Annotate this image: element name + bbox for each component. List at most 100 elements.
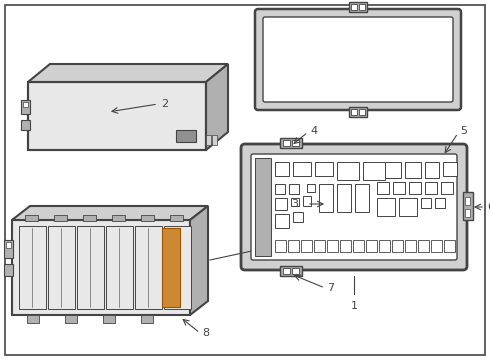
Bar [162,228,180,307]
Bar [465,209,470,217]
Bar [431,240,442,252]
Bar [337,184,351,212]
Bar [385,162,401,178]
Bar [377,198,395,216]
Bar [283,140,290,146]
Bar [135,226,162,309]
Bar [314,240,325,252]
Bar [409,182,421,194]
Bar [405,240,416,252]
Text: 1: 1 [350,301,358,311]
Bar [293,212,303,222]
Bar [103,315,115,323]
Text: 5: 5 [460,126,467,136]
Bar [405,162,421,178]
Bar [141,315,153,323]
Text: 4: 4 [310,126,317,136]
Bar [23,102,28,107]
Bar [392,240,403,252]
Bar [283,268,290,274]
Polygon shape [12,206,208,220]
Text: 6: 6 [487,202,490,212]
Text: 7: 7 [327,283,334,293]
Bar [292,268,299,274]
Bar [340,240,351,252]
Bar [353,240,364,252]
Bar [418,240,429,252]
Bar [349,2,367,12]
Bar [425,182,437,194]
Bar [463,192,473,220]
Bar [176,130,196,142]
Bar [327,240,338,252]
FancyBboxPatch shape [251,154,457,260]
Bar [275,214,289,228]
Bar [359,4,365,10]
Bar [351,109,357,115]
Polygon shape [12,220,190,315]
Bar [435,198,445,208]
Bar [106,226,133,309]
Polygon shape [206,64,228,150]
Text: 3: 3 [292,199,298,209]
Bar [83,215,96,221]
FancyBboxPatch shape [241,144,467,270]
Text: 2: 2 [161,99,168,109]
Bar [275,162,289,176]
Bar [275,184,285,194]
Bar [289,184,299,194]
Text: 8: 8 [202,328,209,338]
Bar [425,162,439,178]
Bar [206,135,211,145]
Bar [275,198,287,210]
Polygon shape [28,82,206,150]
Bar [359,109,365,115]
Bar [6,242,11,248]
Bar [291,198,299,206]
Bar [349,107,367,117]
Bar [315,162,333,176]
Bar [444,240,455,252]
Bar [54,215,67,221]
Bar [4,264,13,276]
Bar [77,226,104,309]
Bar [21,120,30,130]
Bar [112,215,125,221]
Bar [164,226,191,309]
Bar [25,215,38,221]
Bar [465,197,470,205]
Bar [351,4,357,10]
Bar [319,184,333,212]
Bar [275,240,286,252]
Bar [4,240,13,258]
Bar [293,162,311,176]
Bar [303,196,311,206]
Bar [421,198,431,208]
Bar [363,162,385,180]
Bar [443,162,457,176]
Polygon shape [190,206,208,315]
Bar [379,240,390,252]
Bar [292,140,299,146]
Bar [141,215,154,221]
Bar [48,226,75,309]
Bar [288,240,299,252]
Bar [21,100,30,114]
Bar [441,182,453,194]
FancyBboxPatch shape [263,17,453,102]
Bar [366,240,377,252]
Bar [255,158,271,256]
Bar [280,266,302,276]
Polygon shape [28,64,228,82]
Bar [399,198,417,216]
FancyBboxPatch shape [255,9,461,110]
Bar [280,138,302,148]
Bar [337,162,359,180]
Bar [19,226,46,309]
Bar [212,135,217,145]
Bar [307,184,315,192]
Bar [377,182,389,194]
Bar [170,215,183,221]
Bar [393,182,405,194]
Bar [301,240,312,252]
